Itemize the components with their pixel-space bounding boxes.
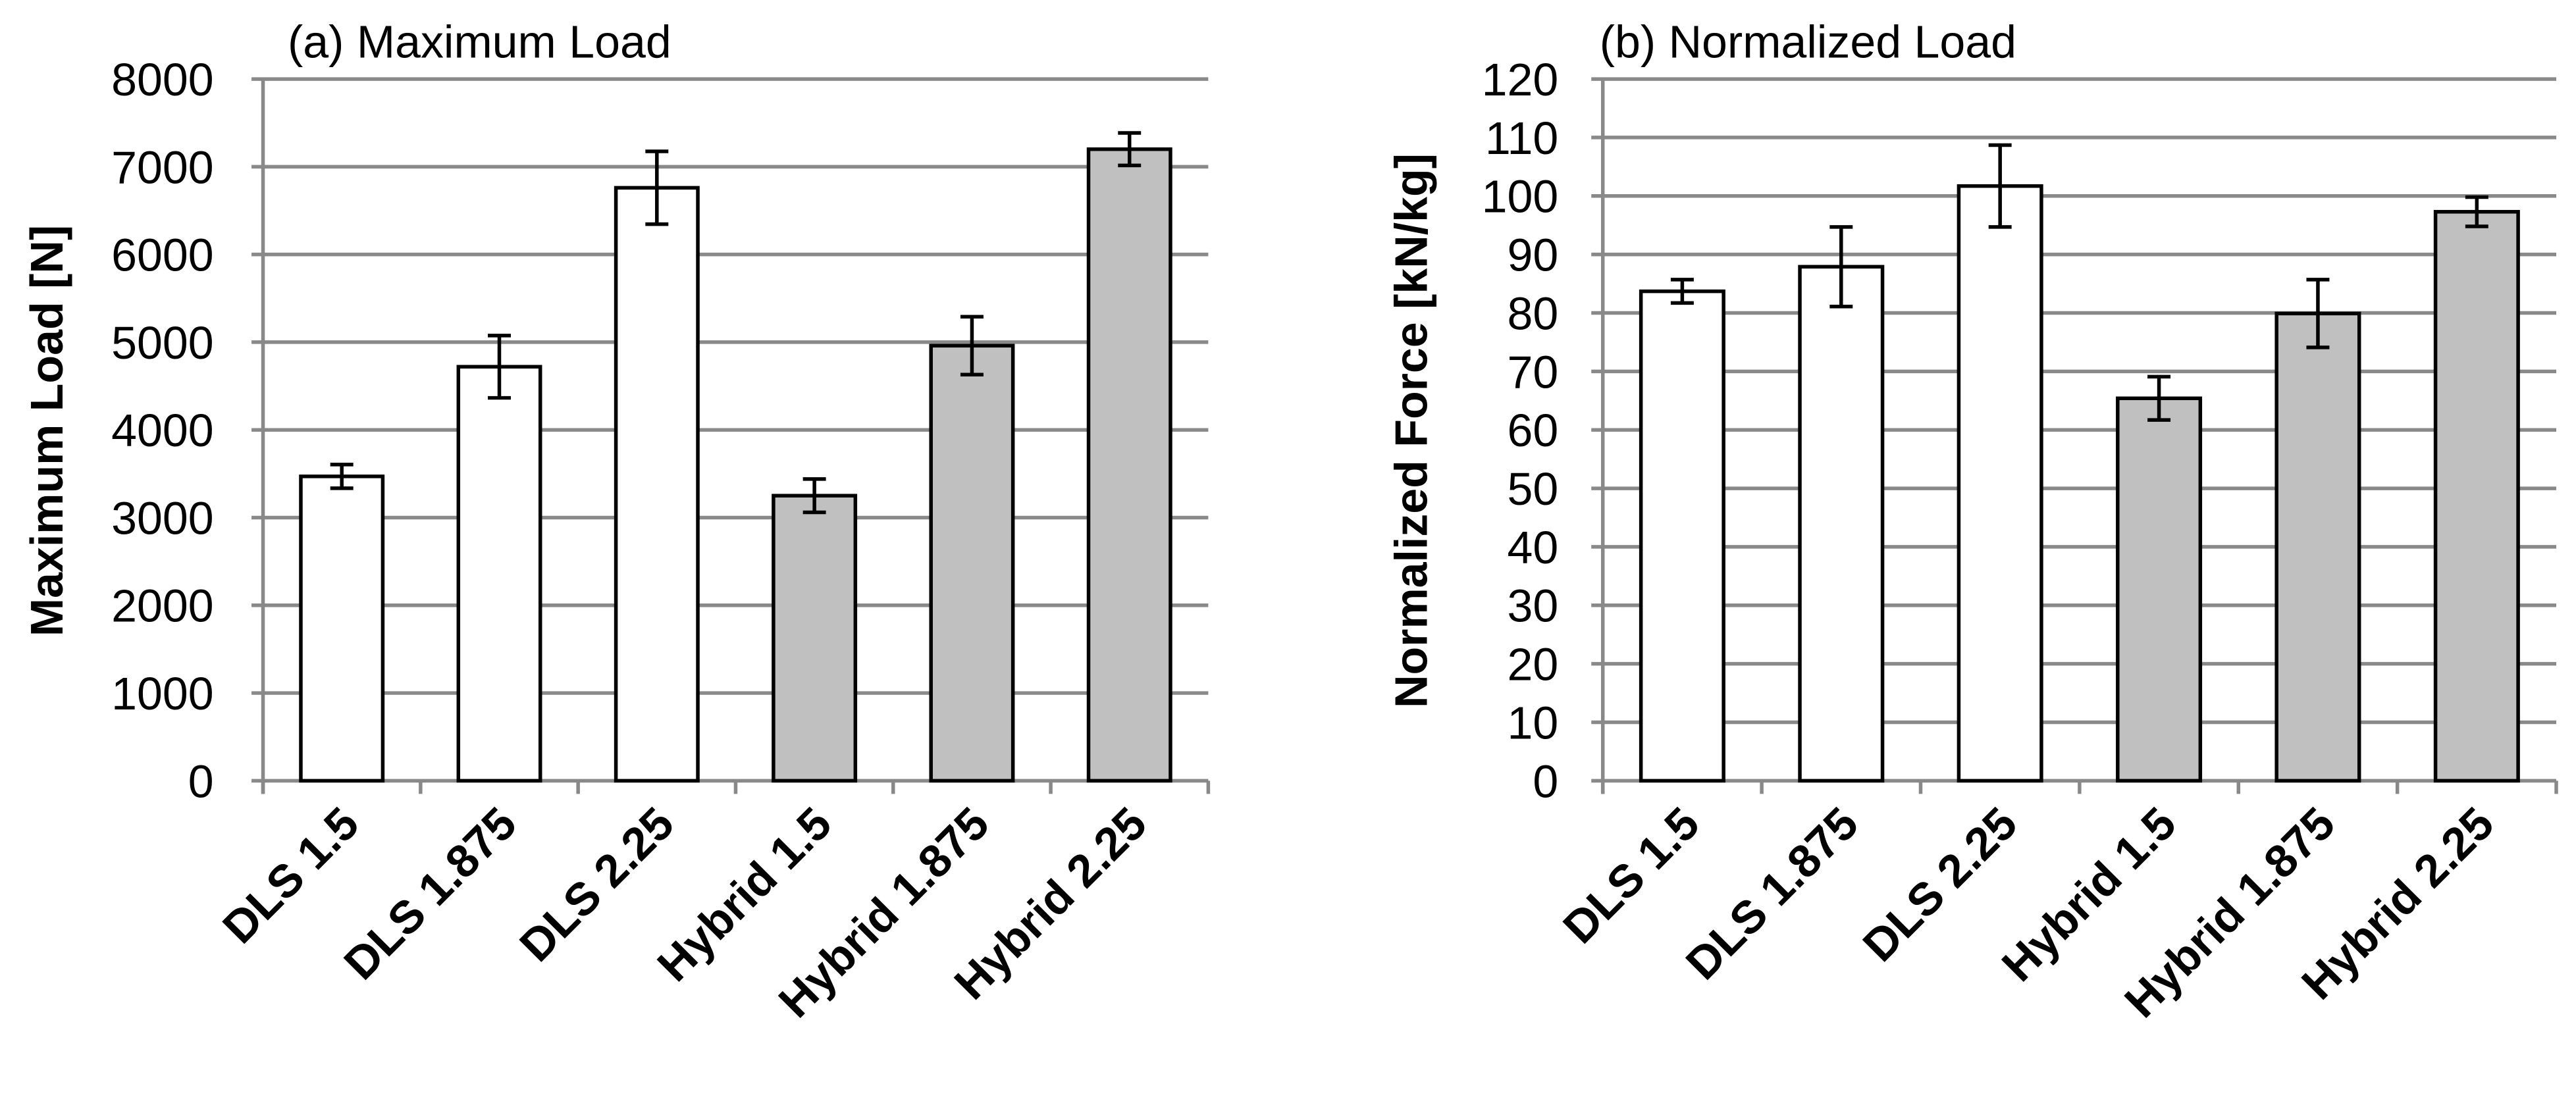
bar	[1798, 265, 1885, 783]
bar	[1086, 147, 1172, 783]
y-tick-label: 10	[1508, 697, 1559, 748]
error-bar	[2306, 278, 2330, 349]
y-tick-label: 0	[188, 756, 214, 807]
x-tick-label: DLS 1.5	[1553, 798, 1708, 953]
y-axis-label: Normalized Force [kN/kg]	[1386, 153, 1437, 708]
y-tick-label: 110	[1485, 113, 1558, 164]
error-bar	[645, 149, 669, 226]
y-tick-label: 40	[1508, 522, 1559, 573]
error-bar	[1988, 143, 2012, 229]
y-tick-label: 1000	[111, 668, 214, 719]
chart-title: (b) Normalized Load	[1600, 16, 2016, 68]
bar	[456, 365, 542, 783]
error-bar	[1829, 225, 1853, 309]
y-tick-label: 80	[1508, 288, 1559, 339]
y-tick-label: 4000	[111, 405, 214, 456]
y-tick-label: 30	[1508, 580, 1559, 632]
y-tick-label: 50	[1508, 463, 1559, 515]
y-tick-label: 3000	[111, 492, 214, 544]
chart-b-normalized-load: (b) Normalized Load Normalized Force [kN…	[1386, 16, 2558, 1027]
bar	[299, 475, 385, 783]
error-bar	[330, 463, 354, 490]
y-tick-label: 6000	[111, 230, 214, 281]
bar	[2433, 210, 2520, 783]
bar	[2116, 396, 2203, 783]
error-bar	[802, 477, 826, 515]
error-bar	[2465, 195, 2488, 228]
y-tick-label: 7000	[111, 141, 214, 193]
y-tick-label: 60	[1508, 405, 1559, 456]
y-tick-label: 5000	[111, 317, 214, 369]
bar	[1639, 289, 1725, 783]
bar	[929, 344, 1015, 783]
bar	[772, 494, 858, 783]
bar	[2274, 311, 2361, 783]
error-bar	[1118, 131, 1142, 168]
chart-a-maximum-load: (a) Maximum Load Maximum Load [N] 0 1000 2…	[21, 16, 1211, 1027]
y-tick-label: 100	[1482, 171, 1559, 222]
y-tick-label: 0	[1533, 756, 1558, 807]
error-bar	[2147, 374, 2171, 422]
chart-title: (a) Maximum Load	[288, 16, 671, 68]
y-tick-label: 70	[1508, 346, 1559, 398]
y-tick-label: 2000	[111, 580, 214, 632]
x-tick-label: DLS 1.5	[213, 798, 368, 953]
bar	[614, 186, 700, 783]
y-tick-label: 90	[1508, 230, 1559, 281]
y-tick-label: 120	[1482, 54, 1559, 105]
x-tick-label: DLS 1.875	[1676, 798, 1868, 989]
error-bar	[1670, 278, 1694, 305]
bar	[1957, 184, 2043, 783]
x-tick-label: DLS 1.875	[334, 798, 526, 989]
error-bar	[960, 315, 984, 376]
error-bar	[488, 334, 511, 400]
y-tick-label: 8000	[111, 54, 214, 105]
y-tick-label: 20	[1508, 639, 1559, 690]
y-axis-label: Maximum Load [N]	[21, 225, 72, 636]
